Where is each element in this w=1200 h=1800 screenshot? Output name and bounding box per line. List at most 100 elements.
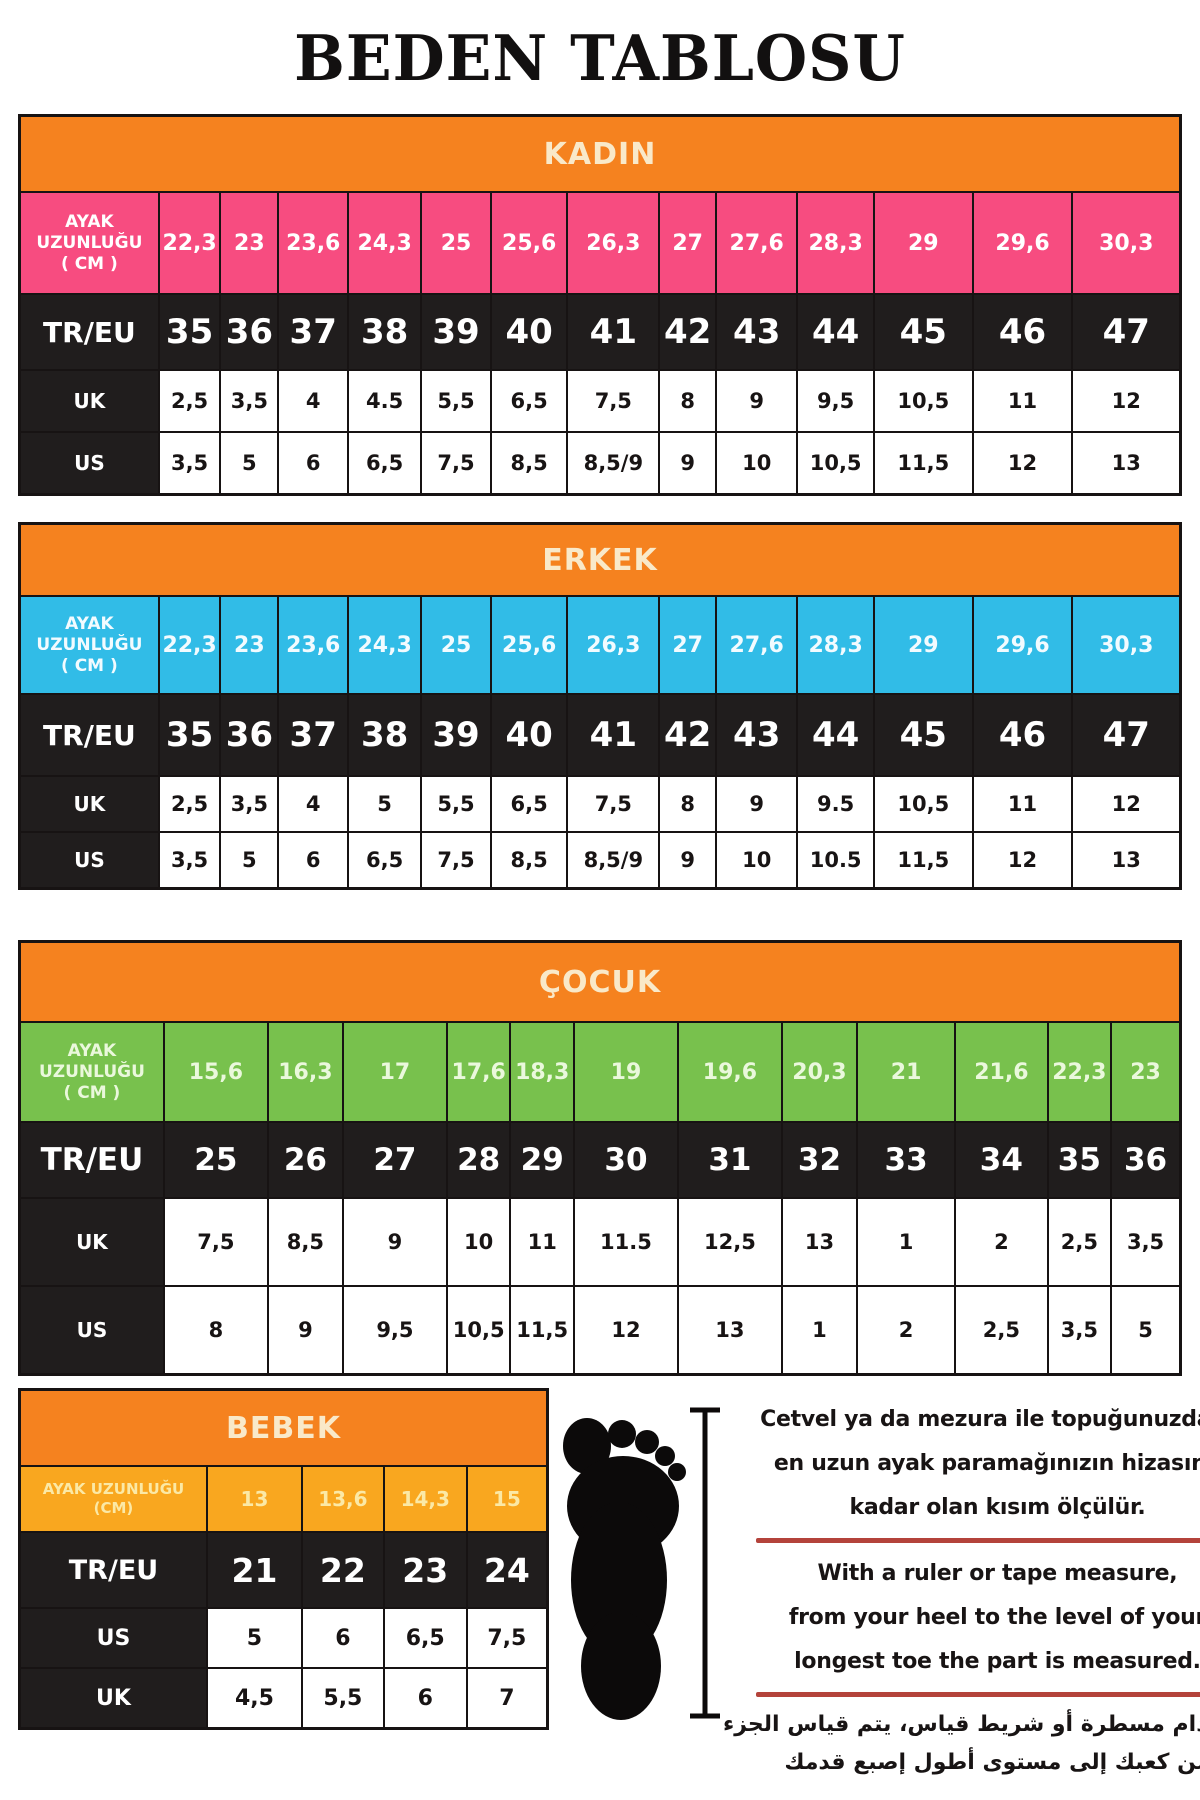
size-value: 2,5 xyxy=(1046,1197,1113,1287)
size-value: 37 xyxy=(277,293,350,371)
size-value: 41 xyxy=(566,293,661,371)
size-value: 26 xyxy=(266,1121,344,1199)
size-value: 10,5 xyxy=(796,431,875,496)
size-value: 5,5 xyxy=(420,369,492,433)
size-value: 36 xyxy=(1110,1121,1182,1199)
row-label: US xyxy=(18,1607,208,1669)
size-value: 9 xyxy=(341,1197,448,1287)
size-value: 7,5 xyxy=(420,831,492,890)
foot-length-value: 24,3 xyxy=(347,595,423,695)
cocuk-size-table: ÇOCUK AYAK UZUNLUĞU( CM ) 15,6 16,3 17 17,6 18,… xyxy=(18,940,1182,1376)
foot-length-value: 23 xyxy=(219,595,280,695)
cocuk-row-treu: TR/EU 25 26 27 28 29 30 31 32 33 34 35 36 xyxy=(18,1121,1182,1199)
size-value: 43 xyxy=(715,693,799,777)
cocuk-section: ÇOCUK AYAK UZUNLUĞU( CM ) 15,6 16,3 17 17,6 18,… xyxy=(18,940,1182,1376)
size-value: 33 xyxy=(855,1121,957,1199)
foot-length-value: 19 xyxy=(572,1021,679,1123)
foot-length-row: AYAK UZUNLUĞU( CM ) 22,3 23 23,6 24,3 25 25,6 26… xyxy=(18,595,1182,695)
foot-length-value: 25 xyxy=(420,191,492,295)
foot-length-value: 29 xyxy=(872,595,974,695)
size-value: 11 xyxy=(509,1197,575,1287)
foot-length-value: 23 xyxy=(1110,1021,1182,1123)
size-value: 9,5 xyxy=(341,1285,448,1376)
instruction-arabic-block: باستخدام مسطرة أو شريط قياس، يتم قياس ال… xyxy=(723,1706,1200,1782)
section-title: ÇOCUK xyxy=(18,940,1182,1023)
size-value: 42 xyxy=(658,693,718,777)
size-value: 1 xyxy=(855,1197,957,1287)
size-value: 40 xyxy=(489,693,569,777)
foot-length-value: 21,6 xyxy=(954,1021,1049,1123)
size-value: 8 xyxy=(658,775,718,833)
foot-length-value: 26,3 xyxy=(566,191,661,295)
size-value: 6 xyxy=(277,831,350,890)
section-header-row: ÇOCUK xyxy=(18,940,1182,1023)
size-value: 12 xyxy=(1071,369,1182,433)
size-value: 7 xyxy=(465,1667,549,1730)
kadin-row-us: US 3,5 5 6 6,5 7,5 8,5 8,5/9 9 10 10,5 11,5 12 13 xyxy=(18,431,1182,496)
size-value: 2 xyxy=(855,1285,957,1376)
size-value: 12 xyxy=(1071,775,1182,833)
size-value: 10 xyxy=(445,1197,512,1287)
foot-length-value: 25,6 xyxy=(489,191,569,295)
bebek-row-us: US 5 6 6,5 7,5 xyxy=(18,1607,549,1669)
size-value: 35 xyxy=(1046,1121,1113,1199)
foot-length-value: 17 xyxy=(341,1021,448,1123)
size-value: 35 xyxy=(157,293,222,371)
foot-length-value: 13,6 xyxy=(300,1465,385,1533)
instruction-line-english: longest toe the part is measured. xyxy=(794,1649,1200,1674)
instruction-line-turkish: kadar olan kısım ölçülür. xyxy=(849,1495,1146,1520)
foot-length-value: 22,3 xyxy=(157,191,222,295)
size-value: 4.5 xyxy=(347,369,423,433)
section-header-row: BEBEK xyxy=(18,1388,549,1467)
size-value: 5,5 xyxy=(420,775,492,833)
section-title: ERKEK xyxy=(18,522,1182,597)
instruction-line-turkish: en uzun ayak paramağınızın hizasına xyxy=(773,1451,1200,1476)
size-value: 10.5 xyxy=(796,831,875,890)
size-value: 5 xyxy=(205,1607,303,1669)
size-value: 4 xyxy=(277,369,350,433)
size-value: 2,5 xyxy=(954,1285,1049,1376)
row-label: US xyxy=(18,831,160,890)
size-value: 2 xyxy=(954,1197,1049,1287)
foot-length-value: 15,6 xyxy=(162,1021,269,1123)
size-value: 47 xyxy=(1071,293,1182,371)
size-value: 13 xyxy=(1071,831,1182,890)
size-value: 47 xyxy=(1071,693,1182,777)
foot-length-value: 25,6 xyxy=(489,595,569,695)
section-title: BEBEK xyxy=(18,1388,549,1467)
size-value: 9 xyxy=(658,831,718,890)
kadin-size-table: KADIN AYAK UZUNLUĞU( CM ) 22,3 23 23,6 24,3 25 2… xyxy=(18,114,1182,496)
size-value: 2,5 xyxy=(157,369,222,433)
size-value: 21 xyxy=(205,1531,303,1609)
size-value: 8,5 xyxy=(489,431,569,496)
size-value: 7,5 xyxy=(465,1607,549,1669)
foot-length-value: 21 xyxy=(855,1021,957,1123)
section-header-row: KADIN xyxy=(18,114,1182,193)
size-value: 10,5 xyxy=(872,775,974,833)
erkek-row-treu: TR/EU 35 36 37 38 39 40 41 42 43 44 45 46 47 xyxy=(18,693,1182,777)
instruction-line-english: With a ruler or tape measure, xyxy=(817,1561,1178,1586)
size-value: 9.5 xyxy=(796,775,875,833)
foot-length-row: AYAK UZUNLUĞU( CM ) 15,6 16,3 17 17,6 18,3 19 19… xyxy=(18,1021,1182,1123)
instruction-line-arabic: من كعبك إلى مستوى أطول إصبع قدمك xyxy=(784,1750,1200,1775)
foot-length-label: AYAK UZUNLUĞU( CM ) xyxy=(18,595,160,695)
size-value: 40 xyxy=(489,293,569,371)
size-value: 2,5 xyxy=(157,775,222,833)
size-value: 8 xyxy=(658,369,718,433)
size-value: 39 xyxy=(420,293,492,371)
foot-length-value: 20,3 xyxy=(780,1021,858,1123)
size-value: 6,5 xyxy=(489,369,569,433)
size-value: 3,5 xyxy=(1110,1197,1182,1287)
foot-length-value: 23 xyxy=(219,191,280,295)
size-value: 44 xyxy=(796,293,875,371)
size-value: 12 xyxy=(971,431,1074,496)
size-value: 45 xyxy=(872,693,974,777)
row-label: UK xyxy=(18,1197,165,1287)
row-label: TR/EU xyxy=(18,1531,208,1609)
foot-length-value: 30,3 xyxy=(1071,595,1182,695)
size-value: 9 xyxy=(715,775,799,833)
erkek-row-uk: UK 2,5 3,5 4 5 5,5 6,5 7,5 8 9 9.5 10,5 11 12 xyxy=(18,775,1182,833)
size-value: 5 xyxy=(1110,1285,1182,1376)
red-underline xyxy=(755,1692,1200,1697)
